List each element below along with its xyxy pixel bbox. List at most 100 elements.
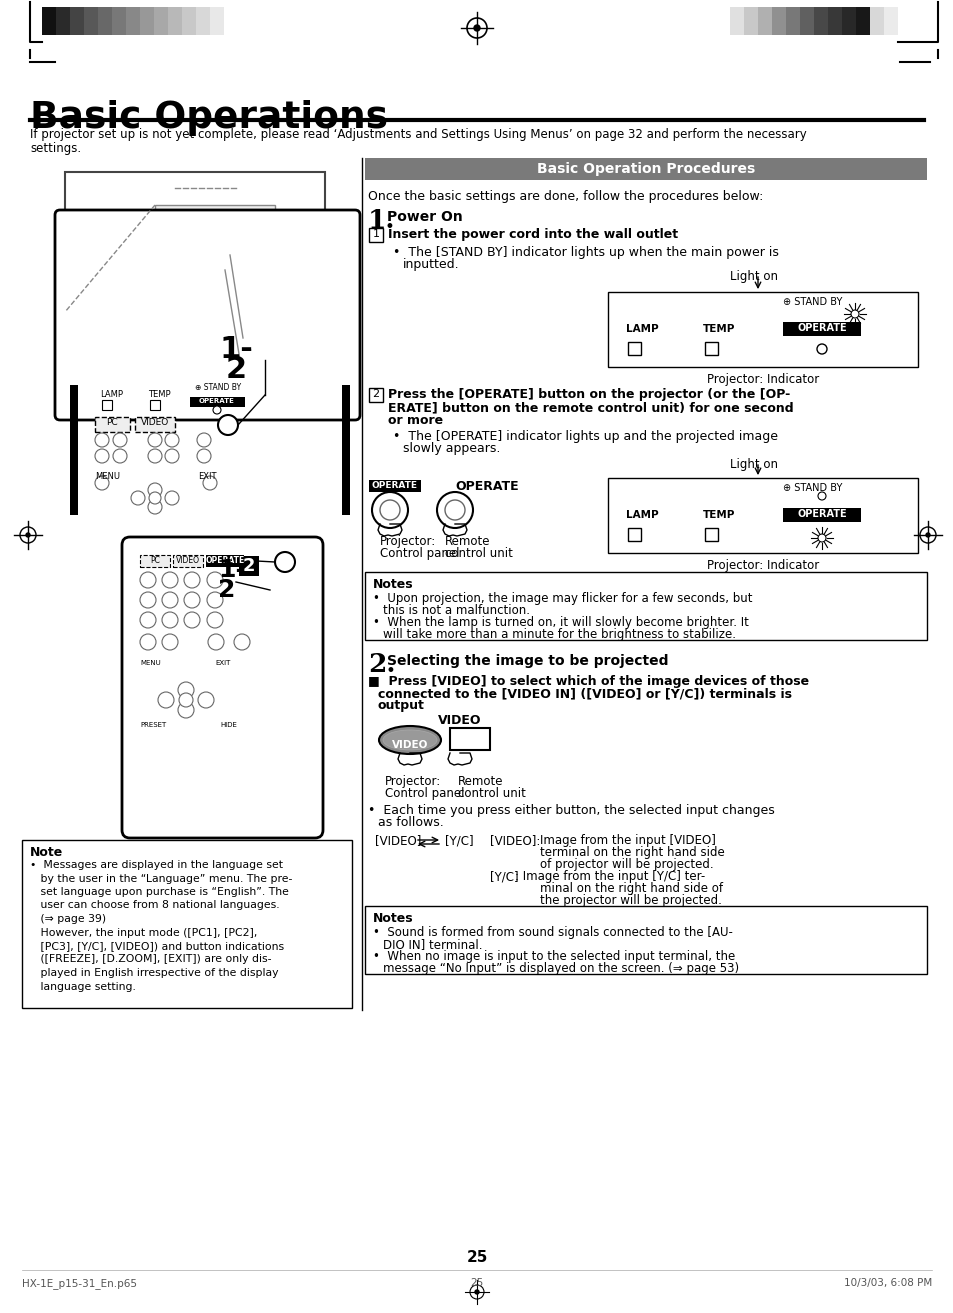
Text: 10/3/03, 6:08 PM: 10/3/03, 6:08 PM [842, 1278, 931, 1288]
Circle shape [95, 449, 109, 463]
Bar [153, 7, 168, 35]
Text: Remote: Remote [457, 775, 503, 788]
Text: •  The [OPERATE] indicator lights up and the projected image: • The [OPERATE] indicator lights up and … [393, 429, 778, 442]
Circle shape [207, 592, 223, 608]
Circle shape [73, 223, 117, 267]
Text: ⊕ STAND BY: ⊕ STAND BY [194, 383, 241, 393]
Text: 2: 2 [372, 389, 379, 399]
Text: Basic Operation Procedures: Basic Operation Procedures [537, 161, 755, 176]
Bar [195, 7, 210, 35]
Bar [56, 7, 70, 35]
Text: Image from the input [VIDEO]: Image from the input [VIDEO] [539, 834, 715, 847]
Text: However, the input mode ([PC1], [PC2],: However, the input mode ([PC1], [PC2], [30, 927, 257, 937]
Text: [Y/C]: [Y/C] [444, 834, 473, 847]
Text: Note: Note [30, 846, 63, 859]
Bar [627, 341, 640, 355]
Text: LAMP: LAMP [625, 509, 658, 520]
Circle shape [112, 449, 127, 463]
Bar [450, 727, 490, 750]
Text: 1-: 1- [220, 335, 253, 364]
Text: Once the basic settings are done, follow the procedures below:: Once the basic settings are done, follow… [368, 190, 762, 204]
Bar [365, 572, 926, 639]
Bar [22, 840, 352, 1008]
Text: OPERATE: OPERATE [797, 323, 846, 334]
Text: MENU: MENU [140, 660, 161, 666]
FancyBboxPatch shape [55, 210, 359, 420]
Circle shape [213, 406, 221, 414]
Text: ■  Press [VIDEO] to select which of the image devices of those: ■ Press [VIDEO] to select which of the i… [368, 675, 808, 688]
Bar [869, 7, 883, 35]
Text: PRESET: PRESET [140, 722, 166, 727]
Text: output: output [377, 699, 424, 712]
Text: language setting.: language setting. [30, 982, 135, 991]
Text: terminal on the right hand side: terminal on the right hand side [539, 846, 724, 859]
Text: Basic Operations: Basic Operations [30, 100, 388, 137]
Circle shape [184, 572, 200, 588]
Text: 2: 2 [242, 557, 255, 575]
Bar [168, 7, 182, 35]
Bar [729, 7, 743, 35]
Text: VIDEO: VIDEO [141, 418, 169, 427]
Text: : Image from the input [Y/C] ter-: : Image from the input [Y/C] ter- [515, 871, 704, 884]
Circle shape [474, 25, 479, 32]
Text: slowly appears.: slowly appears. [402, 442, 500, 456]
Text: LAMP: LAMP [100, 390, 123, 399]
Bar [627, 528, 640, 541]
Bar [42, 7, 56, 35]
Text: Insert the power cord into the wall outlet: Insert the power cord into the wall outl… [388, 228, 678, 242]
Circle shape [65, 215, 125, 274]
Text: 2: 2 [226, 355, 247, 383]
Text: [Y/C]: [Y/C] [490, 871, 518, 884]
Circle shape [148, 483, 162, 498]
Circle shape [198, 692, 213, 708]
Text: Selecting the image to be projected: Selecting the image to be projected [387, 654, 668, 668]
Ellipse shape [382, 730, 436, 750]
Text: TEMP: TEMP [702, 324, 735, 334]
Bar [182, 7, 195, 35]
Text: MENU: MENU [95, 471, 120, 481]
Circle shape [816, 344, 826, 355]
Text: Control panel: Control panel [379, 548, 459, 561]
Text: of projector will be projected.: of projector will be projected. [539, 857, 713, 871]
Circle shape [162, 572, 178, 588]
Text: 2.: 2. [368, 653, 395, 678]
Text: (⇒ page 39): (⇒ page 39) [30, 914, 106, 924]
Bar [70, 7, 84, 35]
Bar [98, 7, 112, 35]
Text: settings.: settings. [30, 142, 81, 155]
Bar [65, 172, 325, 312]
Text: TEMP: TEMP [148, 390, 171, 399]
Bar [841, 7, 855, 35]
Text: set language upon purchase is “English”. The: set language upon purchase is “English”.… [30, 888, 289, 897]
Text: VIDEO: VIDEO [175, 555, 200, 565]
Circle shape [165, 449, 179, 463]
Circle shape [184, 612, 200, 628]
Circle shape [83, 232, 107, 257]
Text: Remote: Remote [444, 534, 490, 548]
Bar [95, 418, 130, 432]
Bar [827, 7, 841, 35]
Text: control unit: control unit [444, 548, 513, 561]
Bar [607, 291, 917, 368]
Circle shape [165, 491, 179, 506]
Text: HIDE: HIDE [220, 722, 236, 727]
Bar [206, 555, 244, 567]
Text: HX-1E_p15-31_En.p65: HX-1E_p15-31_En.p65 [22, 1278, 137, 1289]
Circle shape [208, 634, 224, 650]
Text: PC: PC [106, 418, 117, 427]
Text: Projector:: Projector: [379, 534, 436, 548]
Circle shape [178, 681, 193, 699]
Bar [813, 7, 827, 35]
Text: user can choose from 8 national languages.: user can choose from 8 national language… [30, 901, 279, 910]
Circle shape [162, 592, 178, 608]
Text: Control panel: Control panel [385, 786, 464, 800]
Text: ([FREEZE], [D.ZOOM], [EXIT]) are only dis-: ([FREEZE], [D.ZOOM], [EXIT]) are only di… [30, 955, 272, 965]
Bar [607, 478, 917, 553]
Text: DIO IN] terminal.: DIO IN] terminal. [382, 937, 482, 951]
Text: OPERATE: OPERATE [199, 398, 234, 404]
Circle shape [140, 612, 156, 628]
Text: as follows.: as follows. [377, 815, 443, 829]
Ellipse shape [378, 726, 440, 754]
Text: 25: 25 [470, 1278, 483, 1288]
Bar [112, 7, 126, 35]
